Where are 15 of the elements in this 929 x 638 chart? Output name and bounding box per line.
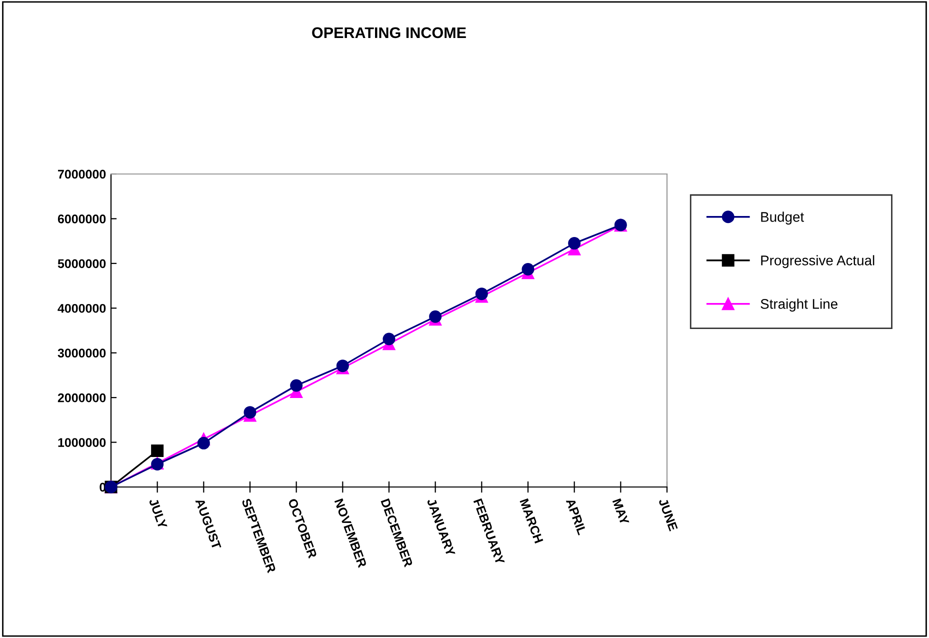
x-tick-label: MAY bbox=[612, 498, 630, 526]
legend-label: Budget bbox=[761, 212, 804, 225]
y-tick-label: 5000000 bbox=[58, 259, 106, 268]
y-tick-label: 3000000 bbox=[58, 348, 106, 358]
legend-label: Progressive Actual bbox=[761, 255, 874, 268]
x-tick-label: JULY bbox=[148, 498, 168, 530]
chart-title: OPERATING INCOME bbox=[312, 27, 466, 38]
y-tick-label: 4000000 bbox=[58, 304, 106, 313]
y-tick-label: 6000000 bbox=[58, 214, 106, 224]
y-tick-label: 1000000 bbox=[58, 438, 106, 447]
y-tick-label: 2000000 bbox=[58, 393, 106, 402]
x-tick-label: JUNE bbox=[658, 498, 678, 532]
x-tick-label: APRIL bbox=[566, 498, 587, 536]
y-tick-label: 7000000 bbox=[58, 170, 106, 179]
legend-label: Straight Line bbox=[760, 298, 838, 312]
